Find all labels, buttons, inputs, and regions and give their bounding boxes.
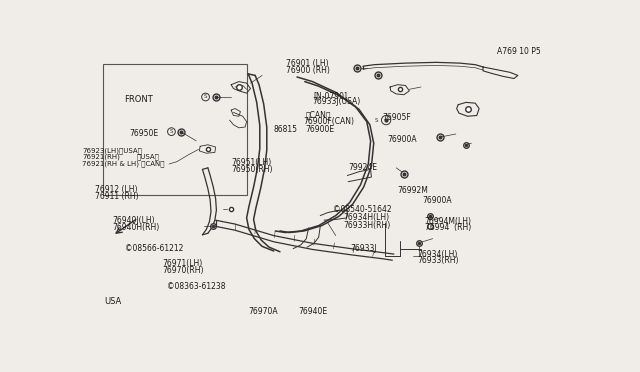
Text: 76940E: 76940E [298, 307, 328, 315]
Text: S: S [204, 94, 207, 99]
Text: 76994  (RH): 76994 (RH) [425, 224, 471, 232]
Text: 〈CAN〉: 〈CAN〉 [306, 110, 331, 119]
Text: A769 10 P5: A769 10 P5 [497, 47, 540, 56]
Text: 76934H(LH): 76934H(LH) [343, 214, 389, 222]
Text: 76933J: 76933J [350, 244, 377, 253]
Text: 76911 (RH): 76911 (RH) [95, 192, 138, 201]
Bar [103, 64, 246, 195]
Text: 76934(LH): 76934(LH) [417, 250, 458, 259]
Text: 76912 (LH): 76912 (LH) [95, 185, 138, 194]
Text: S: S [375, 118, 379, 123]
Text: [N-0790]: [N-0790] [313, 91, 347, 100]
Text: 76971(LH): 76971(LH) [162, 259, 202, 268]
Text: 76900A: 76900A [422, 196, 452, 205]
Text: 76940J(LH): 76940J(LH) [112, 216, 155, 225]
Text: 76940H(RH): 76940H(RH) [112, 224, 159, 232]
Text: 76950E: 76950E [129, 129, 159, 138]
Text: 79924E: 79924E [348, 163, 377, 172]
Text: 76933H(RH): 76933H(RH) [343, 221, 390, 230]
Text: S: S [170, 129, 173, 134]
Text: 76970A: 76970A [249, 307, 278, 315]
Text: 86815: 86815 [273, 125, 298, 134]
Text: 76970(RH): 76970(RH) [162, 266, 204, 275]
Text: 76921(RH): 76921(RH) [83, 154, 120, 160]
Text: ©08540-51642: ©08540-51642 [333, 205, 392, 214]
Text: USA: USA [104, 296, 121, 305]
Text: 76900F(CAN): 76900F(CAN) [303, 117, 354, 126]
Text: 76900 (RH): 76900 (RH) [286, 66, 330, 75]
Text: 76950(RH): 76950(RH) [231, 165, 273, 174]
Text: 76994M(LH): 76994M(LH) [425, 217, 472, 226]
Text: 76933(RH): 76933(RH) [417, 256, 459, 265]
Text: 76901 (LH): 76901 (LH) [286, 59, 328, 68]
Text: 76921(RH & LH) 〈CAN〉: 76921(RH & LH) 〈CAN〉 [83, 160, 165, 167]
Text: 76900E: 76900E [306, 125, 335, 134]
Text: 76933J(USA): 76933J(USA) [312, 97, 360, 106]
Text: 76900A: 76900A [388, 135, 417, 144]
Text: 76923(LH)〈USA〉: 76923(LH)〈USA〉 [83, 147, 142, 154]
Text: ©08566-61212: ©08566-61212 [125, 244, 183, 253]
Text: ©08363-61238: ©08363-61238 [167, 282, 225, 291]
Text: 76905F: 76905F [383, 113, 412, 122]
Text: 76951(LH): 76951(LH) [231, 158, 271, 167]
Text: 76992M: 76992M [397, 186, 428, 195]
Text: FRONT: FRONT [124, 94, 152, 103]
Text: 〈USA〉: 〈USA〉 [137, 154, 160, 160]
